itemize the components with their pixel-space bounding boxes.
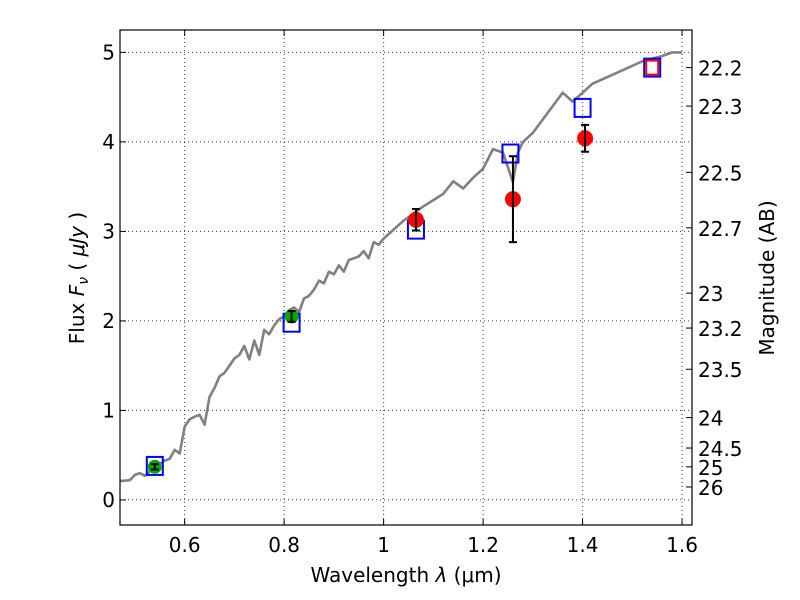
model-sed-series bbox=[119, 51, 683, 483]
x-tick-label: 0.6 bbox=[169, 533, 201, 557]
x-axis-title: Wavelength λ (μm) bbox=[310, 563, 501, 587]
y-tick-label: 1 bbox=[102, 398, 115, 422]
model-band-square bbox=[145, 455, 164, 476]
y-axis-title: Flux Fν ( μJy ) bbox=[65, 212, 92, 344]
right-tick-label: 22.5 bbox=[698, 161, 743, 185]
observed-point-red bbox=[645, 59, 660, 76]
right-axis-title: Magnitude (AB) bbox=[755, 200, 779, 355]
plot-frame bbox=[119, 29, 693, 526]
model-band-square bbox=[643, 57, 662, 78]
x-tick-label: 1.2 bbox=[467, 533, 499, 557]
right-tick-label: 24.5 bbox=[698, 437, 743, 461]
right-tick-label: 25 bbox=[698, 456, 723, 480]
right-tick-label: 23.2 bbox=[698, 317, 743, 341]
right-tick-label: 22.3 bbox=[698, 95, 743, 119]
model-sed-line bbox=[119, 51, 683, 483]
axis-ticks bbox=[120, 30, 692, 525]
right-tick-label: 22.7 bbox=[698, 217, 743, 241]
x-tick-label: 0.8 bbox=[268, 533, 300, 557]
model-band-square bbox=[501, 143, 520, 164]
x-tick-label: 1.4 bbox=[567, 533, 599, 557]
error-bars bbox=[150, 123, 590, 471]
right-tick-label: 23.5 bbox=[698, 358, 743, 382]
right-tick-label: 23 bbox=[698, 282, 723, 306]
y-tick-label: 2 bbox=[102, 309, 115, 333]
model-band-markers bbox=[145, 57, 662, 476]
y-tick-label: 3 bbox=[102, 219, 115, 243]
right-tick-label: 26 bbox=[698, 476, 723, 500]
right-tick-label: 24 bbox=[698, 407, 723, 431]
observed-points bbox=[147, 59, 660, 474]
x-tick-label: 1 bbox=[377, 533, 390, 557]
y-tick-label: 4 bbox=[102, 130, 115, 154]
grid-lines bbox=[120, 30, 692, 525]
y-tick-label: 0 bbox=[102, 488, 115, 512]
model-band-square bbox=[573, 97, 592, 118]
x-tick-label: 1.6 bbox=[666, 533, 698, 557]
y-tick-label: 5 bbox=[102, 40, 115, 64]
right-tick-label: 22.2 bbox=[698, 57, 743, 81]
